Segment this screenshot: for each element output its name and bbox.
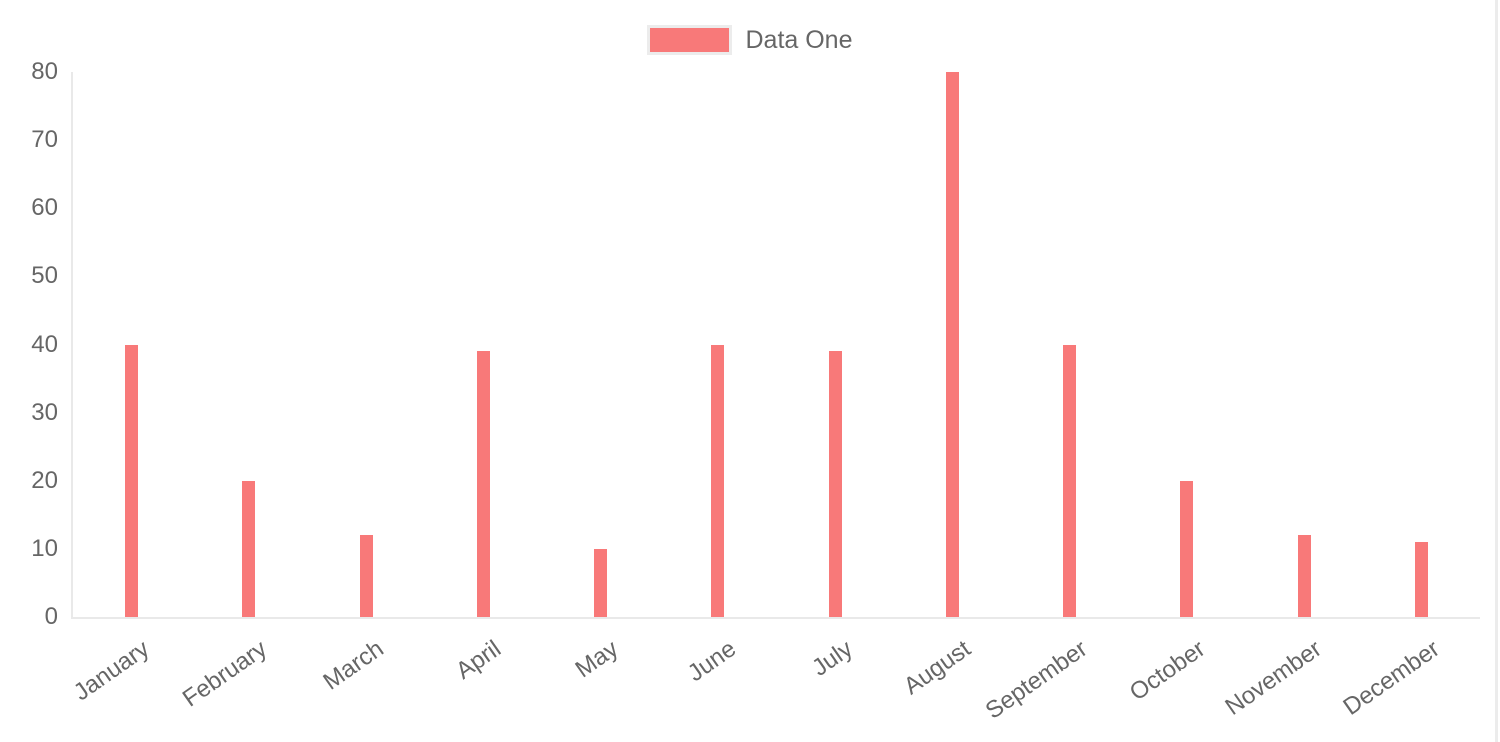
- x-axis-label-october: October: [1124, 635, 1210, 707]
- y-axis-tick-label-40: 40: [31, 330, 58, 358]
- bar-column-april: [425, 72, 542, 617]
- bar-january[interactable]: [125, 344, 139, 617]
- x-axis-label-march: March: [318, 635, 390, 696]
- y-axis-tick-label-60: 60: [31, 194, 58, 222]
- bar-column-june: [659, 72, 776, 617]
- bar-march[interactable]: [359, 535, 373, 617]
- bar-column-november: [1246, 72, 1363, 617]
- x-axis-label-may: May: [570, 635, 624, 684]
- bar-column-february: [190, 72, 307, 617]
- bar-july[interactable]: [828, 351, 842, 617]
- bar-column-october: [1128, 72, 1245, 617]
- x-axis-cell-november: November: [1221, 619, 1363, 742]
- bar-may[interactable]: [594, 548, 608, 617]
- x-axis-label-august: August: [898, 635, 976, 701]
- plot-area: [71, 72, 1480, 619]
- bar-june[interactable]: [711, 344, 725, 617]
- bar-october[interactable]: [1180, 480, 1194, 617]
- y-axis-tick-label-20: 20: [31, 466, 58, 494]
- x-axis-cell-september: September: [981, 619, 1128, 742]
- x-axis-cell-october: October: [1124, 619, 1245, 742]
- y-axis-tick-label-0: 0: [44, 603, 58, 630]
- bar-column-march: [308, 72, 425, 617]
- y-axis-tick-label-50: 50: [31, 262, 58, 290]
- bar-column-may: [542, 72, 659, 617]
- x-axis-label-july: July: [807, 635, 859, 682]
- x-axis-cell-december: December: [1338, 619, 1480, 742]
- legend-swatch-icon: [647, 25, 733, 55]
- x-axis: January February March April May June July Augu…: [69, 619, 1480, 742]
- x-axis-cell-february: February: [178, 619, 307, 742]
- bar-april[interactable]: [476, 351, 490, 617]
- x-axis-label-april: April: [451, 635, 507, 685]
- bar-february[interactable]: [242, 480, 256, 617]
- bar-november[interactable]: [1297, 535, 1311, 617]
- legend-item-data-one[interactable]: Data One: [0, 24, 1500, 56]
- bar-column-september: [1011, 72, 1128, 617]
- x-axis-label-january: January: [69, 635, 155, 707]
- bar-september[interactable]: [1063, 344, 1077, 617]
- bar-august[interactable]: [945, 72, 959, 617]
- x-axis-label-february: February: [177, 635, 272, 713]
- x-axis-cell-august: August: [894, 619, 1011, 742]
- legend-label: Data One: [745, 26, 853, 54]
- bar-column-july: [777, 72, 894, 617]
- bar-column-january: [73, 72, 190, 617]
- y-axis: 0 10 20 30 40 50 60 70 80: [0, 0, 58, 742]
- y-axis-tick-label-30: 30: [31, 398, 58, 426]
- x-axis-cell-july: July: [777, 619, 894, 742]
- page-right-border: [1495, 0, 1498, 742]
- y-axis-tick-label-10: 10: [31, 534, 58, 562]
- bars-group: [73, 72, 1480, 617]
- x-axis-label-june: June: [682, 635, 741, 688]
- y-axis-tick-label-80: 80: [31, 58, 58, 85]
- bar-column-december: [1363, 72, 1480, 617]
- x-axis-cell-march: March: [308, 619, 425, 742]
- bar-december[interactable]: [1414, 542, 1428, 617]
- y-axis-tick-label-70: 70: [31, 126, 58, 154]
- bar-column-august: [894, 72, 1011, 617]
- x-axis-cell-april: April: [425, 619, 542, 742]
- x-axis-cell-may: May: [542, 619, 659, 742]
- x-axis-cell-january: January: [69, 619, 190, 742]
- x-axis-cell-june: June: [659, 619, 776, 742]
